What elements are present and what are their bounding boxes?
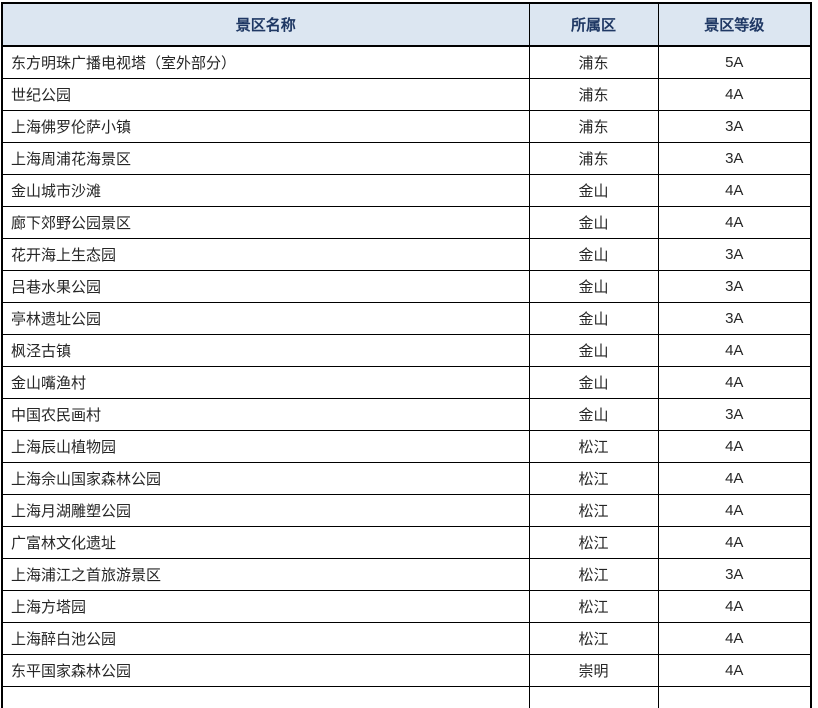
scenic-name-cell: 中国农民画村 (1, 397, 530, 431)
empty-cell (528, 685, 659, 708)
scenic-name-cell: 上海浦江之首旅游景区 (1, 557, 530, 591)
district-cell: 金山 (528, 237, 659, 271)
table-row: 金山嘴渔村 金山 4A (1, 365, 812, 399)
district-cell: 松江 (528, 621, 659, 655)
scenic-name-cell: 上海方塔园 (1, 589, 530, 623)
level-cell: 4A (657, 333, 812, 367)
scenic-name-cell: 金山城市沙滩 (1, 173, 530, 207)
scenic-name-cell: 金山嘴渔村 (1, 365, 530, 399)
district-cell: 松江 (528, 525, 659, 559)
table-row: 金山城市沙滩 金山 4A (1, 173, 812, 207)
scenic-name-cell: 世纪公园 (1, 77, 530, 111)
district-cell: 松江 (528, 429, 659, 463)
level-cell: 4A (657, 525, 812, 559)
scenic-name-cell: 上海醉白池公园 (1, 621, 530, 655)
scenic-name-cell: 花开海上生态园 (1, 237, 530, 271)
scenic-name-cell: 广富林文化遗址 (1, 525, 530, 559)
scenic-name-cell: 吕巷水果公园 (1, 269, 530, 303)
district-cell: 松江 (528, 493, 659, 527)
level-cell: 3A (657, 109, 812, 143)
table-row: 吕巷水果公园 金山 3A (1, 269, 812, 303)
table-row: 广富林文化遗址 松江 4A (1, 525, 812, 559)
table-row: 上海浦江之首旅游景区 松江 3A (1, 557, 812, 591)
district-cell: 松江 (528, 557, 659, 591)
scenic-name-cell: 东平国家森林公园 (1, 653, 530, 687)
district-cell: 金山 (528, 301, 659, 335)
table-row: 上海佘山国家森林公园 松江 4A (1, 461, 812, 495)
district-cell: 金山 (528, 173, 659, 207)
scenic-name-cell: 亭林遗址公园 (1, 301, 530, 335)
table-row: 中国农民画村 金山 3A (1, 397, 812, 431)
table-header: 景区名称 所属区 景区等级 (1, 2, 812, 47)
scenic-name-cell: 上海佘山国家森林公园 (1, 461, 530, 495)
level-cell: 3A (657, 269, 812, 303)
level-cell: 4A (657, 461, 812, 495)
empty-cell (657, 685, 812, 708)
level-cell: 3A (657, 557, 812, 591)
table-row: 上海月湖雕塑公园 松江 4A (1, 493, 812, 527)
level-cell: 3A (657, 237, 812, 271)
district-cell: 金山 (528, 365, 659, 399)
column-header-level: 景区等级 (657, 2, 812, 47)
district-cell: 崇明 (528, 653, 659, 687)
district-cell: 浦东 (528, 45, 659, 79)
level-cell: 4A (657, 173, 812, 207)
level-cell: 5A (657, 45, 812, 79)
district-cell: 金山 (528, 269, 659, 303)
column-header-district: 所属区 (528, 2, 659, 47)
level-cell: 4A (657, 205, 812, 239)
scenic-name-cell: 上海周浦花海景区 (1, 141, 530, 175)
district-cell: 金山 (528, 397, 659, 431)
level-cell: 4A (657, 77, 812, 111)
level-cell: 4A (657, 589, 812, 623)
table-row: 廊下郊野公园景区 金山 4A (1, 205, 812, 239)
scenic-name-cell: 上海月湖雕塑公园 (1, 493, 530, 527)
table-row: 世纪公园 浦东 4A (1, 77, 812, 111)
district-cell: 金山 (528, 205, 659, 239)
level-cell: 4A (657, 365, 812, 399)
level-cell: 4A (657, 429, 812, 463)
table-row: 上海方塔园 松江 4A (1, 589, 812, 623)
table-row: 花开海上生态园 金山 3A (1, 237, 812, 271)
district-cell: 浦东 (528, 109, 659, 143)
table-row-partial (1, 685, 812, 708)
district-cell: 浦东 (528, 141, 659, 175)
district-cell: 松江 (528, 461, 659, 495)
scenic-name-cell: 上海佛罗伦萨小镇 (1, 109, 530, 143)
table-body: 东方明珠广播电视塔（室外部分） 浦东 5A 世纪公园 浦东 4A 上海佛罗伦萨小镇 浦东 3A 上… (1, 45, 812, 708)
scenic-name-cell: 廊下郊野公园景区 (1, 205, 530, 239)
district-cell: 松江 (528, 589, 659, 623)
district-cell: 金山 (528, 333, 659, 367)
level-cell: 3A (657, 397, 812, 431)
table-row: 上海佛罗伦萨小镇 浦东 3A (1, 109, 812, 143)
level-cell: 3A (657, 141, 812, 175)
table-row: 东平国家森林公园 崇明 4A (1, 653, 812, 687)
table-row: 上海醉白池公园 松江 4A (1, 621, 812, 655)
table-row: 上海辰山植物园 松江 4A (1, 429, 812, 463)
column-header-scenic-name: 景区名称 (1, 2, 530, 47)
empty-cell (1, 685, 530, 708)
table-row: 东方明珠广播电视塔（室外部分） 浦东 5A (1, 45, 812, 79)
table-row: 枫泾古镇 金山 4A (1, 333, 812, 367)
level-cell: 4A (657, 493, 812, 527)
level-cell: 4A (657, 653, 812, 687)
level-cell: 4A (657, 621, 812, 655)
table-header-row: 景区名称 所属区 景区等级 (1, 2, 812, 47)
table-row: 亭林遗址公园 金山 3A (1, 301, 812, 335)
scenic-name-cell: 枫泾古镇 (1, 333, 530, 367)
level-cell: 3A (657, 301, 812, 335)
scenic-name-cell: 东方明珠广播电视塔（室外部分） (1, 45, 530, 79)
scenic-name-cell: 上海辰山植物园 (1, 429, 530, 463)
table-row: 上海周浦花海景区 浦东 3A (1, 141, 812, 175)
district-cell: 浦东 (528, 77, 659, 111)
